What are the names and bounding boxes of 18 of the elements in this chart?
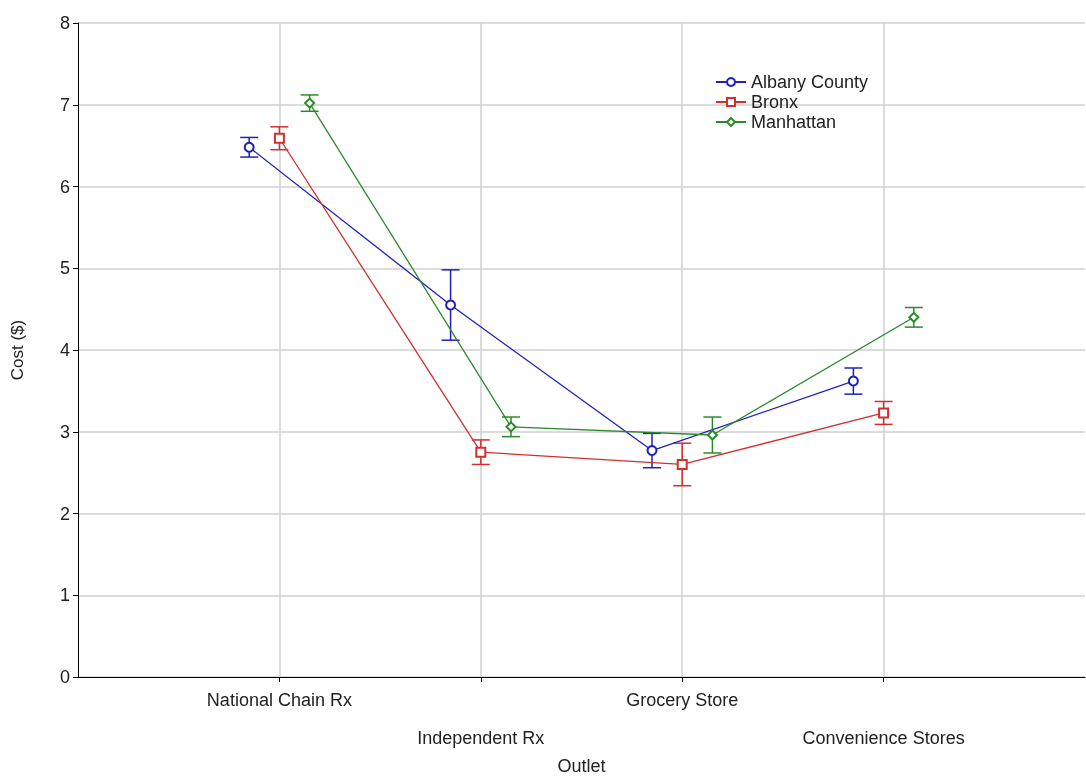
x-axis-title: Outlet xyxy=(557,756,606,776)
y-tick-label: 5 xyxy=(59,258,70,279)
x-tick-label: Independent Rx xyxy=(417,728,545,748)
x-tick-label: Convenience Stores xyxy=(802,728,965,748)
y-tick-label: 6 xyxy=(59,176,70,197)
x-tick-label: Grocery Store xyxy=(626,690,739,710)
y-tick-label: 3 xyxy=(59,421,70,442)
legend-label: Albany County xyxy=(751,72,869,92)
y-axis-title: Cost ($) xyxy=(8,319,27,381)
y-tick-label: 7 xyxy=(59,94,70,115)
y-tick-label: 4 xyxy=(59,340,70,360)
y-tick-label: 1 xyxy=(59,585,70,606)
legend-label: Manhattan xyxy=(751,112,837,132)
y-tick-label: 2 xyxy=(59,503,70,524)
x-tick-label: National Chain Rx xyxy=(206,690,352,710)
legend-label: Bronx xyxy=(751,92,799,112)
y-tick-label: 0 xyxy=(59,667,70,687)
y-tick-label: 8 xyxy=(59,13,70,33)
